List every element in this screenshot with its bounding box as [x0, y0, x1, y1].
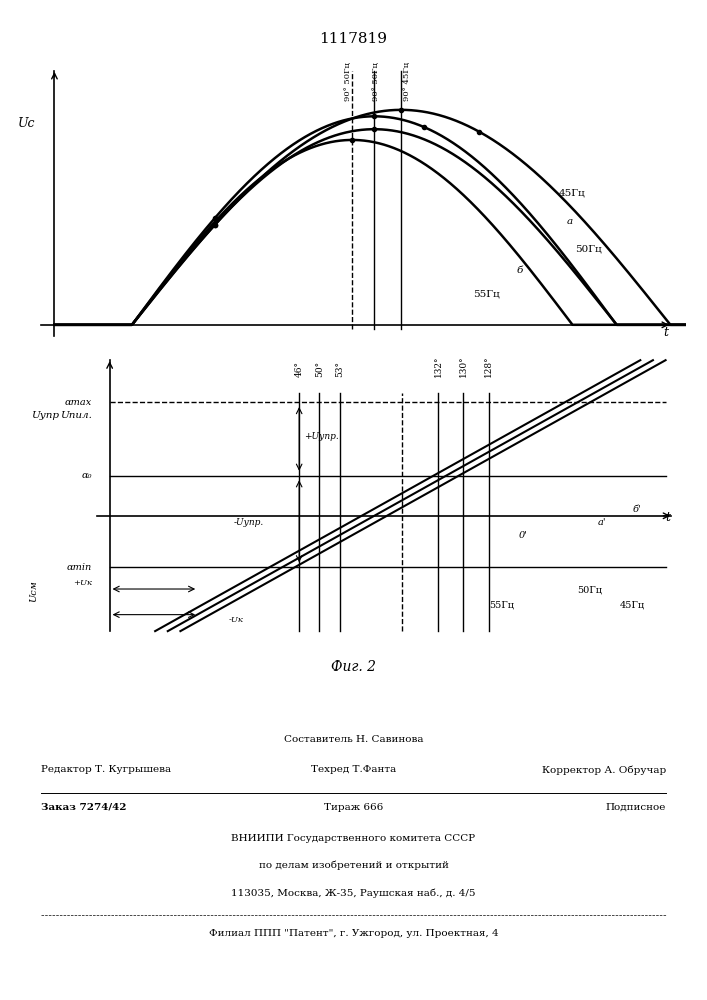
Text: Техред Т.Фанта: Техред Т.Фанта	[311, 765, 396, 774]
Text: 0': 0'	[519, 531, 528, 540]
Text: α₀: α₀	[81, 471, 92, 480]
Text: 132°: 132°	[433, 355, 443, 377]
Text: а: а	[567, 217, 573, 226]
Text: 50Гц: 50Гц	[575, 245, 602, 254]
Text: t: t	[664, 326, 669, 339]
Text: 90° 50Гц: 90° 50Гц	[344, 62, 352, 101]
Text: 55Гц: 55Гц	[489, 600, 514, 609]
Text: -Uупр.: -Uупр.	[233, 518, 264, 527]
Text: 128°: 128°	[484, 355, 493, 377]
Text: 113035, Москва, Ж-35, Раушская наб., д. 4/5: 113035, Москва, Ж-35, Раушская наб., д. …	[231, 888, 476, 898]
Text: -Uк: -Uк	[228, 616, 243, 624]
Text: Тираж 666: Тираж 666	[324, 803, 383, 812]
Text: а': а'	[597, 518, 606, 527]
Text: Составитель Н. Савинова: Составитель Н. Савинова	[284, 735, 423, 744]
Text: Uc: Uc	[18, 117, 35, 130]
Text: б: б	[517, 266, 523, 275]
Text: 90° 50Гц: 90° 50Гц	[372, 62, 380, 101]
Text: +Uк: +Uк	[73, 579, 92, 587]
Text: +Uупр.: +Uупр.	[304, 432, 339, 441]
Text: 45Гц: 45Гц	[559, 189, 585, 198]
Text: 50Гц: 50Гц	[577, 586, 602, 595]
Text: Uсм: Uсм	[30, 580, 38, 602]
Text: 53°: 53°	[335, 361, 344, 377]
Text: t: t	[665, 511, 670, 524]
Text: б': б'	[633, 505, 641, 514]
Text: Редактор Т. Кугрышева: Редактор Т. Кугрышева	[41, 765, 171, 774]
Text: 130°: 130°	[459, 355, 468, 377]
Text: Заказ 7274/42: Заказ 7274/42	[41, 803, 127, 812]
Text: Корректор А. Обручар: Корректор А. Обручар	[542, 765, 666, 775]
Text: Uупр: Uупр	[31, 411, 59, 420]
Text: 45Гц: 45Гц	[620, 600, 645, 609]
Text: Uпил.: Uпил.	[60, 411, 92, 420]
Text: 1117819: 1117819	[320, 32, 387, 46]
Text: ВНИИПИ Государственного комитета СССР: ВНИИПИ Государственного комитета СССР	[231, 834, 476, 843]
Text: Филиал ППП "Патент", г. Ужгород, ул. Проектная, 4: Филиал ППП "Патент", г. Ужгород, ул. Про…	[209, 929, 498, 938]
Text: 46°: 46°	[295, 361, 304, 377]
Text: αmin: αmin	[66, 563, 92, 572]
Text: 55Гц: 55Гц	[472, 290, 499, 299]
Text: по делам изобретений и открытий: по делам изобретений и открытий	[259, 861, 448, 870]
Text: αmax: αmax	[65, 398, 92, 407]
Text: Фиг. 2: Фиг. 2	[331, 660, 376, 674]
Text: 90° 45Гц: 90° 45Гц	[403, 62, 411, 101]
Text: 50°: 50°	[315, 361, 324, 377]
Text: Подписное: Подписное	[605, 803, 666, 812]
